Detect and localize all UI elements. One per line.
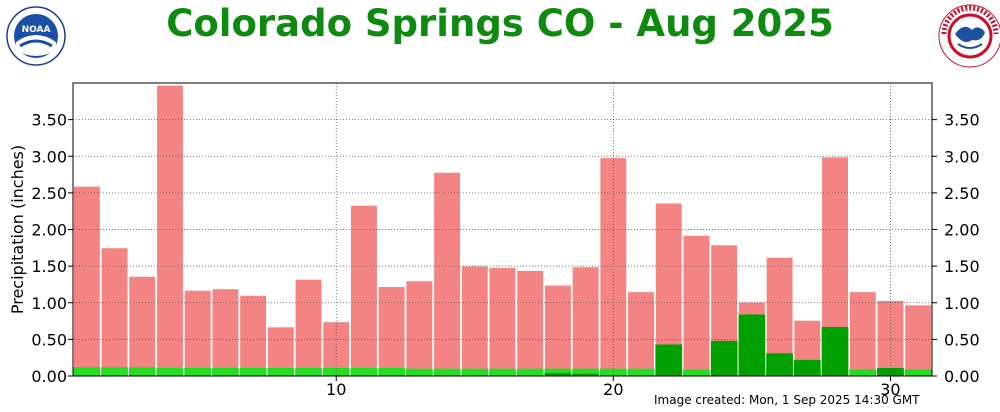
normal-bar-day-10: [322, 321, 350, 377]
baseline-bar-day-6: [212, 367, 239, 376]
normal-bar-day-5: [183, 289, 212, 377]
baseline-bar-day-21: [627, 368, 655, 376]
normal-bar-day-16: [488, 267, 517, 377]
baseline-bar-day-20: [599, 368, 627, 376]
baseline-bar-day-14: [433, 368, 461, 376]
y-tick-label-right-2.00: 2.00: [944, 221, 980, 240]
baseline-bar-day-29: [849, 369, 877, 376]
normal-bar-day-18: [544, 284, 572, 377]
baseline-bar-day-23: [683, 369, 710, 376]
baseline-bar-day-11: [350, 367, 378, 376]
observed-bar-day-24: [710, 340, 738, 376]
observed-bar-day-28: [821, 326, 849, 376]
normal-bar-day-2: [100, 247, 129, 377]
normal-bar-day-19: [571, 266, 600, 377]
svg-text:NOAA: NOAA: [22, 25, 51, 35]
baseline-bar-day-12: [378, 367, 406, 376]
y-tick-label-left-2.50: 2.50: [31, 184, 67, 203]
normal-bar-day-29: [848, 291, 877, 377]
baseline-bar-day-13: [406, 368, 433, 376]
observed-bar-day-26: [766, 353, 793, 376]
y-tick-label-right-3.00: 3.00: [944, 147, 980, 166]
y-tick-label-right-1.50: 1.50: [944, 257, 980, 276]
baseline-bar-day-8: [267, 367, 295, 376]
baseline-bar-day-15: [461, 368, 489, 376]
normal-bar-day-1: [73, 185, 101, 377]
baseline-bar-day-9: [295, 367, 322, 376]
normal-bar-day-6: [211, 288, 240, 377]
normal-bar-day-3: [128, 275, 157, 377]
observed-bar-day-18: [544, 373, 572, 376]
observed-bar-day-22: [655, 344, 683, 376]
grid-layer: [73, 83, 932, 376]
normal-bar-day-14: [433, 171, 461, 377]
observed-bar-day-19: [572, 373, 599, 376]
baseline-bar-day-19: [572, 368, 599, 376]
nws-logo: [938, 4, 1000, 68]
normal-bar-day-15: [461, 265, 489, 377]
baseline-bar-day-5: [184, 367, 212, 376]
normal-bar-day-9: [294, 278, 323, 377]
normal-bar-day-11: [350, 204, 378, 377]
baseline-bar-day-3: [128, 367, 156, 376]
baseline-bar-day-4: [156, 367, 184, 376]
image-created-timestamp: Image created: Mon, 1 Sep 2025 14:30 GMT: [654, 393, 920, 407]
y-tick-label-left-0.00: 0.00: [31, 367, 67, 386]
x-tick-label-30: 30: [880, 380, 900, 399]
y-tick-label-left-3.00: 3.00: [31, 147, 67, 166]
normal-bar-day-23: [682, 234, 711, 377]
page-title: Colorado Springs CO - Aug 2025: [166, 2, 834, 45]
y-tick-label-left-1.00: 1.00: [31, 294, 67, 313]
y-tick-label-left-3.50: 3.50: [31, 111, 67, 130]
ticks-layer: 10 20 30 0.00 0.00 0.50 0.50 1.00 1.00 1.50 1.50 2.…: [31, 111, 979, 399]
normal-bar-day-12: [377, 286, 406, 377]
noaa-logo: NOAA: [6, 6, 66, 66]
y-tick-label-left-0.50: 0.50: [31, 330, 67, 349]
baseline-bar-day-18: [544, 368, 572, 376]
normal-bar-day-8: [267, 326, 295, 377]
y-axis-label: Precipitation (inches): [8, 145, 27, 314]
bars-layer: [73, 84, 932, 377]
normal-bar-day-7: [239, 295, 267, 377]
y-tick-label-right-1.00: 1.00: [944, 294, 980, 313]
x-tick-label-20: 20: [603, 380, 623, 399]
baseline-bar-day-16: [489, 368, 516, 376]
y-tick-label-left-2.00: 2.00: [31, 221, 67, 240]
y-tick-label-right-3.50: 3.50: [944, 111, 980, 130]
baseline-bar-day-1: [73, 367, 101, 376]
y-tick-label-right-0.00: 0.00: [944, 367, 980, 386]
normal-bar-day-4: [156, 84, 184, 377]
y-tick-label-right-0.50: 0.50: [944, 330, 980, 349]
normal-bar-day-21: [627, 291, 655, 377]
baseline-bar-day-17: [516, 368, 544, 376]
normal-bar-day-31: [904, 304, 932, 377]
x-tick-label-10: 10: [326, 380, 346, 399]
baseline-bar-day-2: [101, 367, 128, 376]
observed-bar-day-27: [793, 359, 821, 376]
baseline-bar-day-7: [239, 367, 267, 376]
y-tick-label-right-2.50: 2.50: [944, 184, 980, 203]
observed-bar-day-25: [738, 314, 766, 376]
baseline-bar-day-31: [904, 369, 932, 376]
y-tick-label-left-1.50: 1.50: [31, 257, 67, 276]
normal-bar-day-17: [516, 270, 544, 377]
normal-bar-day-13: [405, 280, 434, 377]
